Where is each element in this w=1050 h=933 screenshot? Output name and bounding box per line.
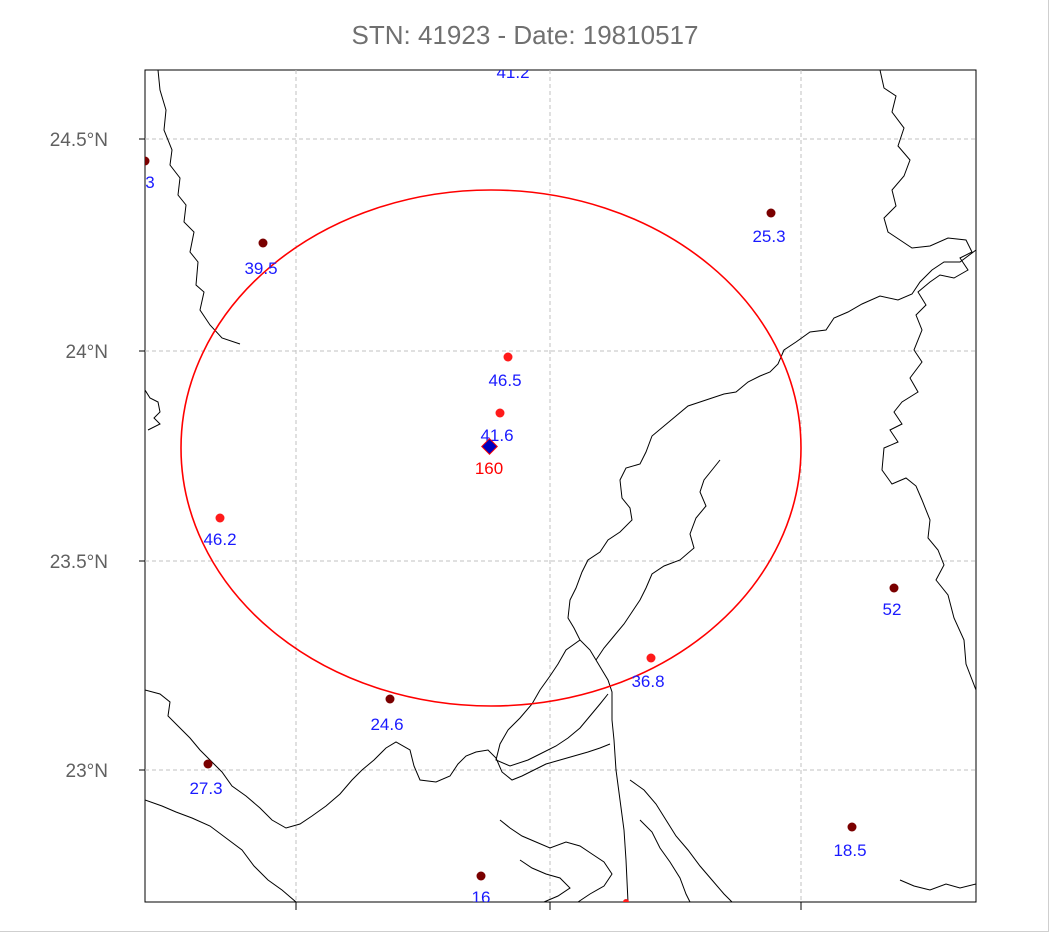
station-value-label: 25.3 [752, 227, 785, 246]
station-value-label: 3 [145, 173, 154, 192]
axis-ticks [139, 138, 802, 910]
station-value-label: 39.5 [244, 259, 277, 278]
station-value-label: 16 [472, 888, 491, 907]
station-value-label: 27.3 [189, 779, 222, 798]
station-dot [385, 694, 395, 704]
station-value-label: 52 [883, 600, 902, 619]
station-dot [847, 822, 857, 832]
station-value-label: 46.2 [203, 530, 236, 549]
station-dot [503, 352, 513, 362]
grid [145, 70, 976, 902]
station-value-label: 41.2 [496, 63, 529, 82]
lat-label-23: 23°N [66, 761, 108, 782]
station-dot [476, 871, 486, 881]
station-value-label: 18.5 [833, 841, 866, 860]
station-value-label: 36.8 [631, 672, 664, 691]
station-value-label: 46.5 [488, 371, 521, 390]
station-dot-partial [623, 899, 629, 902]
center-value-label: 160 [475, 459, 503, 478]
station-dot [509, 54, 518, 63]
center-marker-icon [481, 438, 498, 455]
radius-circle [180, 189, 802, 707]
station-dot [646, 653, 656, 663]
lat-label-24-5: 24.5°N [50, 130, 108, 151]
lat-labels: 24.5°N 24°N 23.5°N 23°N [50, 130, 108, 782]
chart-title: STN: 41923 - Date: 19810517 [351, 20, 699, 50]
station-dot [203, 759, 213, 769]
lat-label-23-5: 23.5°N [50, 552, 108, 573]
station-dot [495, 408, 505, 418]
center-station: 160 [475, 438, 503, 478]
lat-label-24: 24°N [66, 342, 108, 363]
station-dot [889, 583, 899, 593]
plot-area [144, 69, 977, 903]
station-dot [145, 156, 150, 166]
station-dot [215, 513, 225, 523]
station-dot [766, 208, 776, 218]
station-value-label: 24.6 [370, 715, 403, 734]
station-dot [258, 238, 268, 248]
